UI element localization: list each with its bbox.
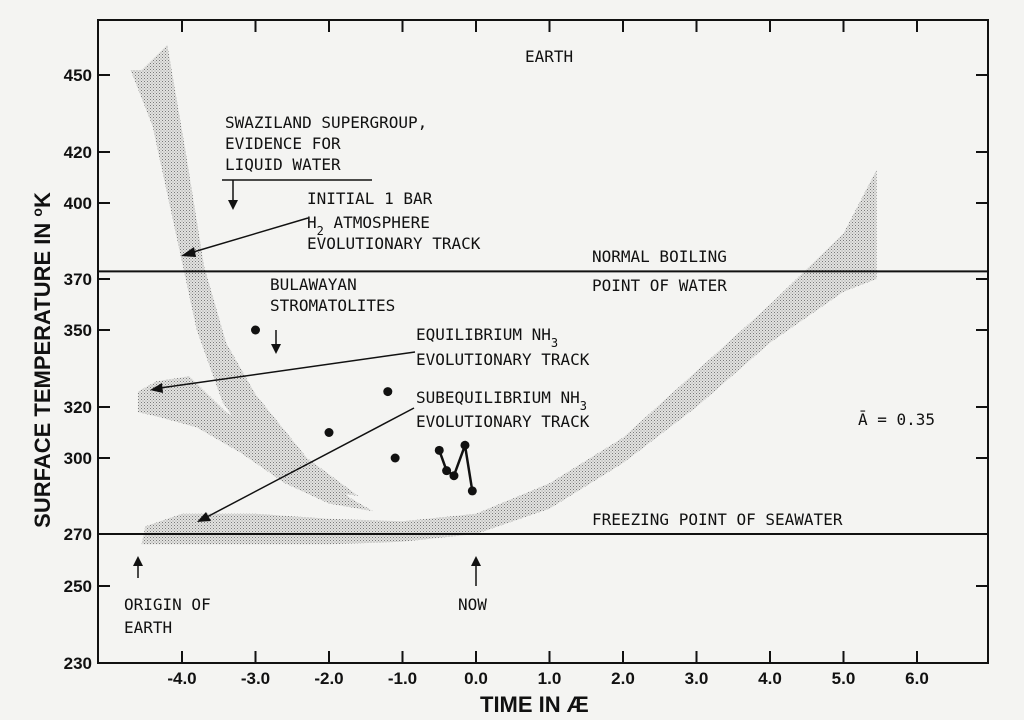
- equilibrium-pointer: [159, 351, 416, 389]
- y-tick-label: 230: [64, 654, 92, 673]
- track-band-3: [141, 169, 877, 545]
- h2-pointer: [189, 217, 309, 254]
- bulawayan-label-1: BULAWAYAN: [270, 275, 357, 294]
- albedo-label: Ā = 0.35: [858, 410, 935, 429]
- data-point: [251, 325, 260, 335]
- axis-ticks: 230 250 270 300 320 350 370 400 420 450 -4.0 -3.0 -2…: [64, 20, 988, 688]
- x-tick-label: -1.0: [388, 669, 417, 688]
- y-tick-label: 250: [64, 577, 92, 596]
- y-tick-label: 420: [64, 143, 92, 162]
- x-tick-label: -3.0: [241, 669, 270, 688]
- x-tick-label: 1.0: [538, 669, 562, 688]
- boiling-label-1: NORMAL BOILING: [592, 247, 727, 266]
- data-point: [390, 453, 400, 463]
- x-tick-label: 2.0: [611, 669, 635, 688]
- swaziland-label-1: SWAZILAND SUPERGROUP,: [225, 113, 427, 132]
- x-tick-label: 4.0: [758, 669, 782, 688]
- subequilibrium-pointer: [204, 407, 415, 519]
- equilibrium-arrowhead: [150, 383, 163, 393]
- data-point: [449, 471, 459, 481]
- h2-label-3: EVOLUTIONARY TRACK: [307, 234, 481, 253]
- freezing-label: FREEZING POINT OF SEAWATER: [592, 510, 843, 529]
- data-point: [467, 486, 477, 496]
- h2-label-1: INITIAL 1 BAR: [307, 189, 433, 208]
- swaziland-arrowhead: [228, 200, 238, 210]
- data-point: [324, 428, 334, 437]
- track-band-1: [130, 44, 359, 497]
- track-band-2: [137, 376, 374, 512]
- data-point: [434, 445, 444, 455]
- y-tick-label: 270: [64, 525, 92, 544]
- h2-label-2: H2 ATMOSPHERE: [307, 213, 430, 238]
- band-layer: [130, 44, 877, 545]
- swaziland-label-3: LIQUID WATER: [225, 155, 341, 174]
- equilibrium-label-2: EVOLUTIONARY TRACK: [416, 350, 590, 369]
- reference-lines: [98, 270, 988, 535]
- y-tick-label: 370: [64, 270, 92, 289]
- now-label: NOW: [458, 595, 487, 614]
- h2-arrowhead: [181, 247, 196, 257]
- data-point: [383, 387, 393, 397]
- x-tick-label: 5.0: [832, 669, 856, 688]
- y-tick-label: 350: [64, 321, 92, 340]
- now-arrowhead: [471, 556, 481, 566]
- x-tick-label: 6.0: [905, 669, 929, 688]
- y-tick-label: 300: [64, 449, 92, 468]
- origin-label-1: ORIGIN OF: [124, 595, 211, 614]
- bulawayan-arrowhead: [271, 344, 281, 354]
- swaziland-label-2: EVIDENCE FOR: [225, 134, 341, 153]
- y-tick-label: 450: [64, 66, 92, 85]
- origin-arrowhead: [133, 556, 143, 566]
- x-tick-label: 3.0: [685, 669, 709, 688]
- chart-title: EARTH: [525, 47, 573, 66]
- subequilibrium-label-1: SUBEQUILIBRIUM NH3: [416, 388, 587, 413]
- x-tick-label: -2.0: [314, 669, 343, 688]
- boiling-label-2: POINT OF WATER: [592, 276, 727, 295]
- origin-label-2: EARTH: [124, 618, 172, 637]
- plot-frame: [97, 19, 989, 664]
- data-points: [251, 325, 477, 496]
- subequilibrium-arrowhead: [197, 512, 211, 522]
- data-point: [442, 466, 452, 476]
- data-point: [460, 440, 470, 450]
- bulawayan-label-2: STROMATOLITES: [270, 296, 395, 315]
- x-tick-label: 0.0: [464, 669, 488, 688]
- x-tick-label: -4.0: [167, 669, 196, 688]
- y-tick-label: 320: [64, 398, 92, 417]
- y-tick-label: 400: [64, 194, 92, 213]
- x-axis-label: TIME IN Æ: [480, 692, 589, 717]
- y-axis-label: SURFACE TEMPERATURE IN oK: [29, 192, 55, 528]
- subequilibrium-label-2: EVOLUTIONARY TRACK: [416, 412, 590, 431]
- equilibrium-label-1: EQUILIBRIUM NH3: [416, 325, 558, 350]
